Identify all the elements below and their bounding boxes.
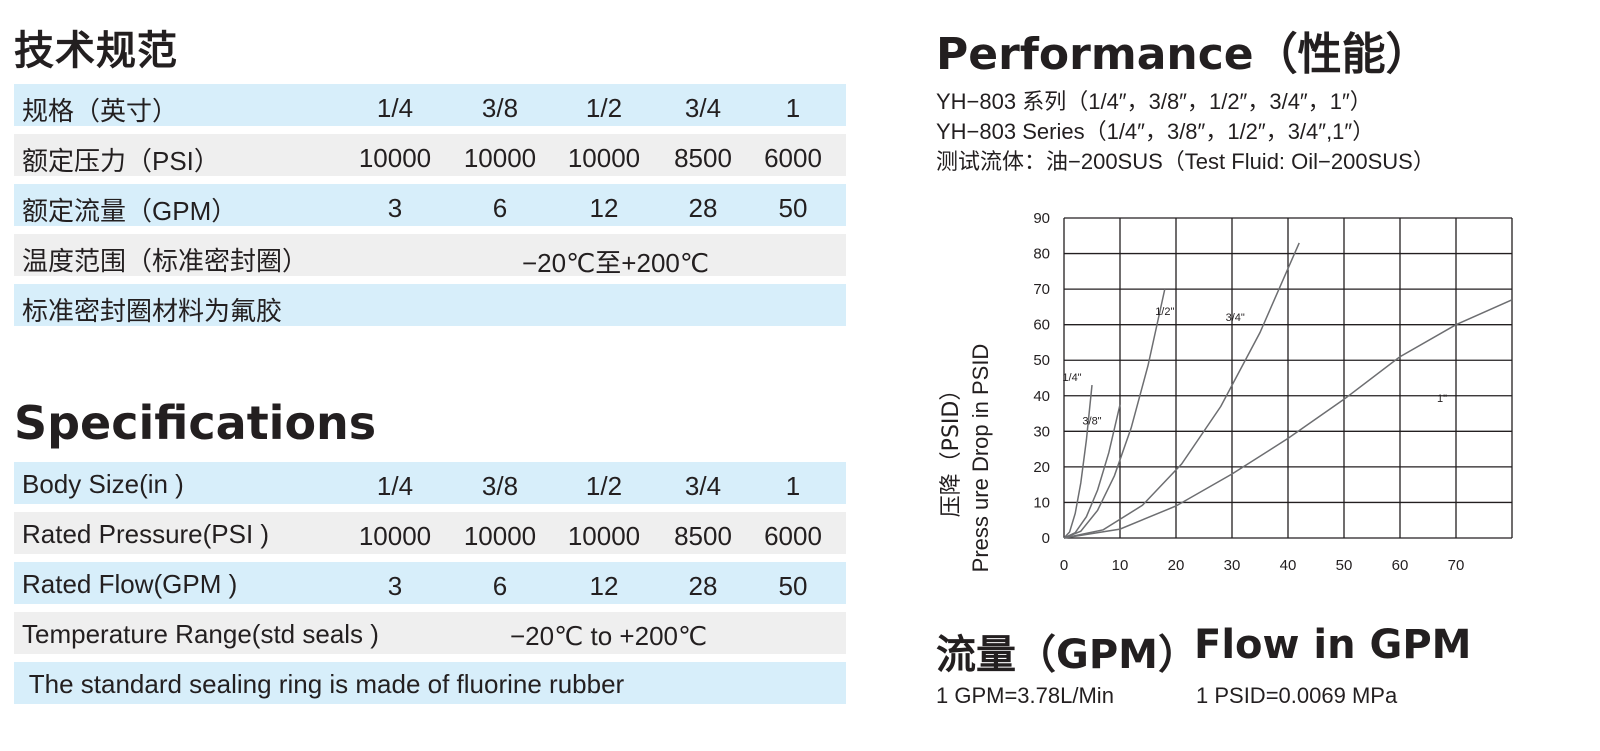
flow-label-cn: 流量（GPM） [936, 632, 1198, 678]
x-tick-label: 30 [1224, 557, 1241, 574]
seal-material-note: The standard sealing ring is made of flu… [22, 669, 625, 699]
table-row: 温度范围（标准密封圈） −20℃至+200℃ [14, 234, 846, 278]
series-label: 1/4" [1062, 372, 1081, 384]
table-cell: 1 [785, 93, 801, 123]
table-cell: 1/4 [376, 471, 414, 501]
table-row: Rated Pressure(PSI ) 10000 10000 10000 8… [14, 512, 846, 554]
row-label: 额定流量（GPM） [22, 196, 238, 226]
table-cell: 8500 [674, 521, 732, 551]
table-cell: 6 [492, 193, 508, 223]
spec-cn-table: 规格（英寸） 1/4 3/8 1/2 3/4 1 额定压力（PSI） 10000… [14, 84, 846, 334]
series-label: 3/4" [1226, 312, 1245, 324]
y-axis-label-cn: 压降（PSID） [939, 379, 964, 518]
table-cell: 10000 [463, 143, 537, 173]
y-tick-label: 0 [1042, 530, 1050, 547]
table-row: Rated Flow(GPM ) 3 6 12 28 50 [14, 562, 846, 604]
x-tick-label: 70 [1448, 557, 1465, 574]
table-cell: 3/8 [481, 93, 519, 123]
table-cell: 50 [778, 571, 808, 601]
series-line [1063, 288, 1166, 539]
table-cell: 50 [778, 193, 808, 223]
x-tick-label: 40 [1280, 557, 1297, 574]
y-tick-label: 50 [1033, 352, 1050, 369]
spec-en-table: Body Size(in ) 1/4 3/8 1/2 3/4 1 Rated P… [14, 462, 846, 712]
series-label: 1/2" [1155, 306, 1174, 318]
row-label: Rated Pressure(PSI ) [22, 519, 270, 549]
y-tick-label: 20 [1033, 459, 1050, 476]
table-row: 额定流量（GPM） 3 6 12 28 50 [14, 184, 846, 226]
table-cell: 10000 [358, 143, 432, 173]
table-cell: 10000 [567, 143, 641, 173]
performance-title: Performance（性能） [936, 29, 1430, 80]
table-cell: 28 [688, 193, 718, 223]
table-cell: 6000 [764, 521, 822, 551]
table-cell: 6 [492, 571, 508, 601]
y-axis-label-en: Press ure Drop in PSID [968, 344, 993, 573]
psid-conversion-note: 1 PSID=0.0069 MPa [1196, 683, 1398, 708]
y-tick-label: 90 [1033, 210, 1050, 227]
gpm-conversion-note: 1 GPM=3.78L/Min [936, 683, 1114, 708]
table-cell: 10000 [358, 521, 432, 551]
x-tick-label: 20 [1168, 557, 1185, 574]
seal-material-note: 标准密封圈材料为氟胶 [22, 296, 283, 326]
row-label: Rated Flow(GPM ) [22, 569, 238, 599]
temperature-range-value: −20℃至+200℃ [522, 248, 710, 278]
series-line [1063, 385, 1093, 539]
row-label: 额定压力（PSI） [22, 146, 220, 176]
table-cell: 10000 [567, 521, 641, 551]
table-cell: 3 [387, 193, 403, 223]
y-tick-label: 60 [1033, 317, 1050, 334]
row-label: 规格（英寸） [22, 96, 179, 126]
temperature-range-value: −20℃ to +200℃ [510, 621, 708, 651]
table-cell: 1/2 [585, 93, 623, 123]
table-row: The standard sealing ring is made of flu… [14, 662, 846, 704]
y-tick-label: 30 [1033, 423, 1050, 440]
table-row: Temperature Range(std seals ) −20℃ to +2… [14, 612, 846, 654]
x-tick-label: 50 [1336, 557, 1353, 574]
x-tick-label: 10 [1112, 557, 1129, 574]
table-cell: 12 [589, 571, 619, 601]
table-row: Body Size(in ) 1/4 3/8 1/2 3/4 1 [14, 462, 846, 504]
test-fluid-line: 测试流体：油−200SUS（Test Fluid: Oil−200SUS） [936, 149, 1435, 174]
table-cell: 8500 [674, 143, 732, 173]
table-row: 额定压力（PSI） 10000 10000 10000 8500 6000 [14, 134, 846, 176]
table-cell: 1/2 [585, 471, 623, 501]
series-cn-line: YH−803 系列（1/4″，3/8″，1/2″，3/4″，1″） [936, 89, 1372, 114]
y-tick-label: 40 [1033, 388, 1050, 405]
table-cell: 3/4 [684, 471, 722, 501]
row-label: Body Size(in ) [22, 469, 184, 499]
table-row: 规格（英寸） 1/4 3/8 1/2 3/4 1 [14, 84, 846, 126]
x-tick-label: 0 [1060, 557, 1068, 574]
y-tick-label: 70 [1033, 281, 1050, 298]
table-cell: 3 [387, 571, 403, 601]
pressure-drop-chart: 0 10 20 30 40 50 60 70 0 10 20 30 40 50 60 70 80 90 压降（PSI… [939, 210, 1513, 574]
x-tick-label: 60 [1392, 557, 1409, 574]
table-cell: 10000 [463, 521, 537, 551]
row-label: 温度范围（标准密封圈） [22, 246, 309, 276]
table-cell: 3/4 [684, 93, 722, 123]
table-cell: 12 [589, 193, 619, 223]
flow-label-en: Flow in GPM [1194, 622, 1472, 668]
table-cell: 1/4 [376, 93, 414, 123]
series-en-line: YH−803 Series（1/4″，3/8″，1/2″，3/4″,1″） [936, 119, 1375, 144]
table-cell: 28 [688, 571, 718, 601]
series-label: 3/8" [1082, 416, 1101, 428]
series-line [1063, 299, 1513, 539]
series-line [1063, 242, 1300, 539]
y-tick-label: 10 [1033, 494, 1050, 511]
spec-cn-title: 技术规范 [14, 28, 178, 74]
table-row: 标准密封圈材料为氟胶 [14, 284, 846, 326]
table-cell: 1 [785, 471, 801, 501]
spec-en-title: Specifications [14, 396, 377, 450]
y-tick-label: 80 [1033, 246, 1050, 263]
table-cell: 6000 [764, 143, 822, 173]
table-cell: 3/8 [481, 471, 519, 501]
series-label: 1" [1437, 393, 1447, 405]
row-label: Temperature Range(std seals ) [22, 619, 379, 649]
